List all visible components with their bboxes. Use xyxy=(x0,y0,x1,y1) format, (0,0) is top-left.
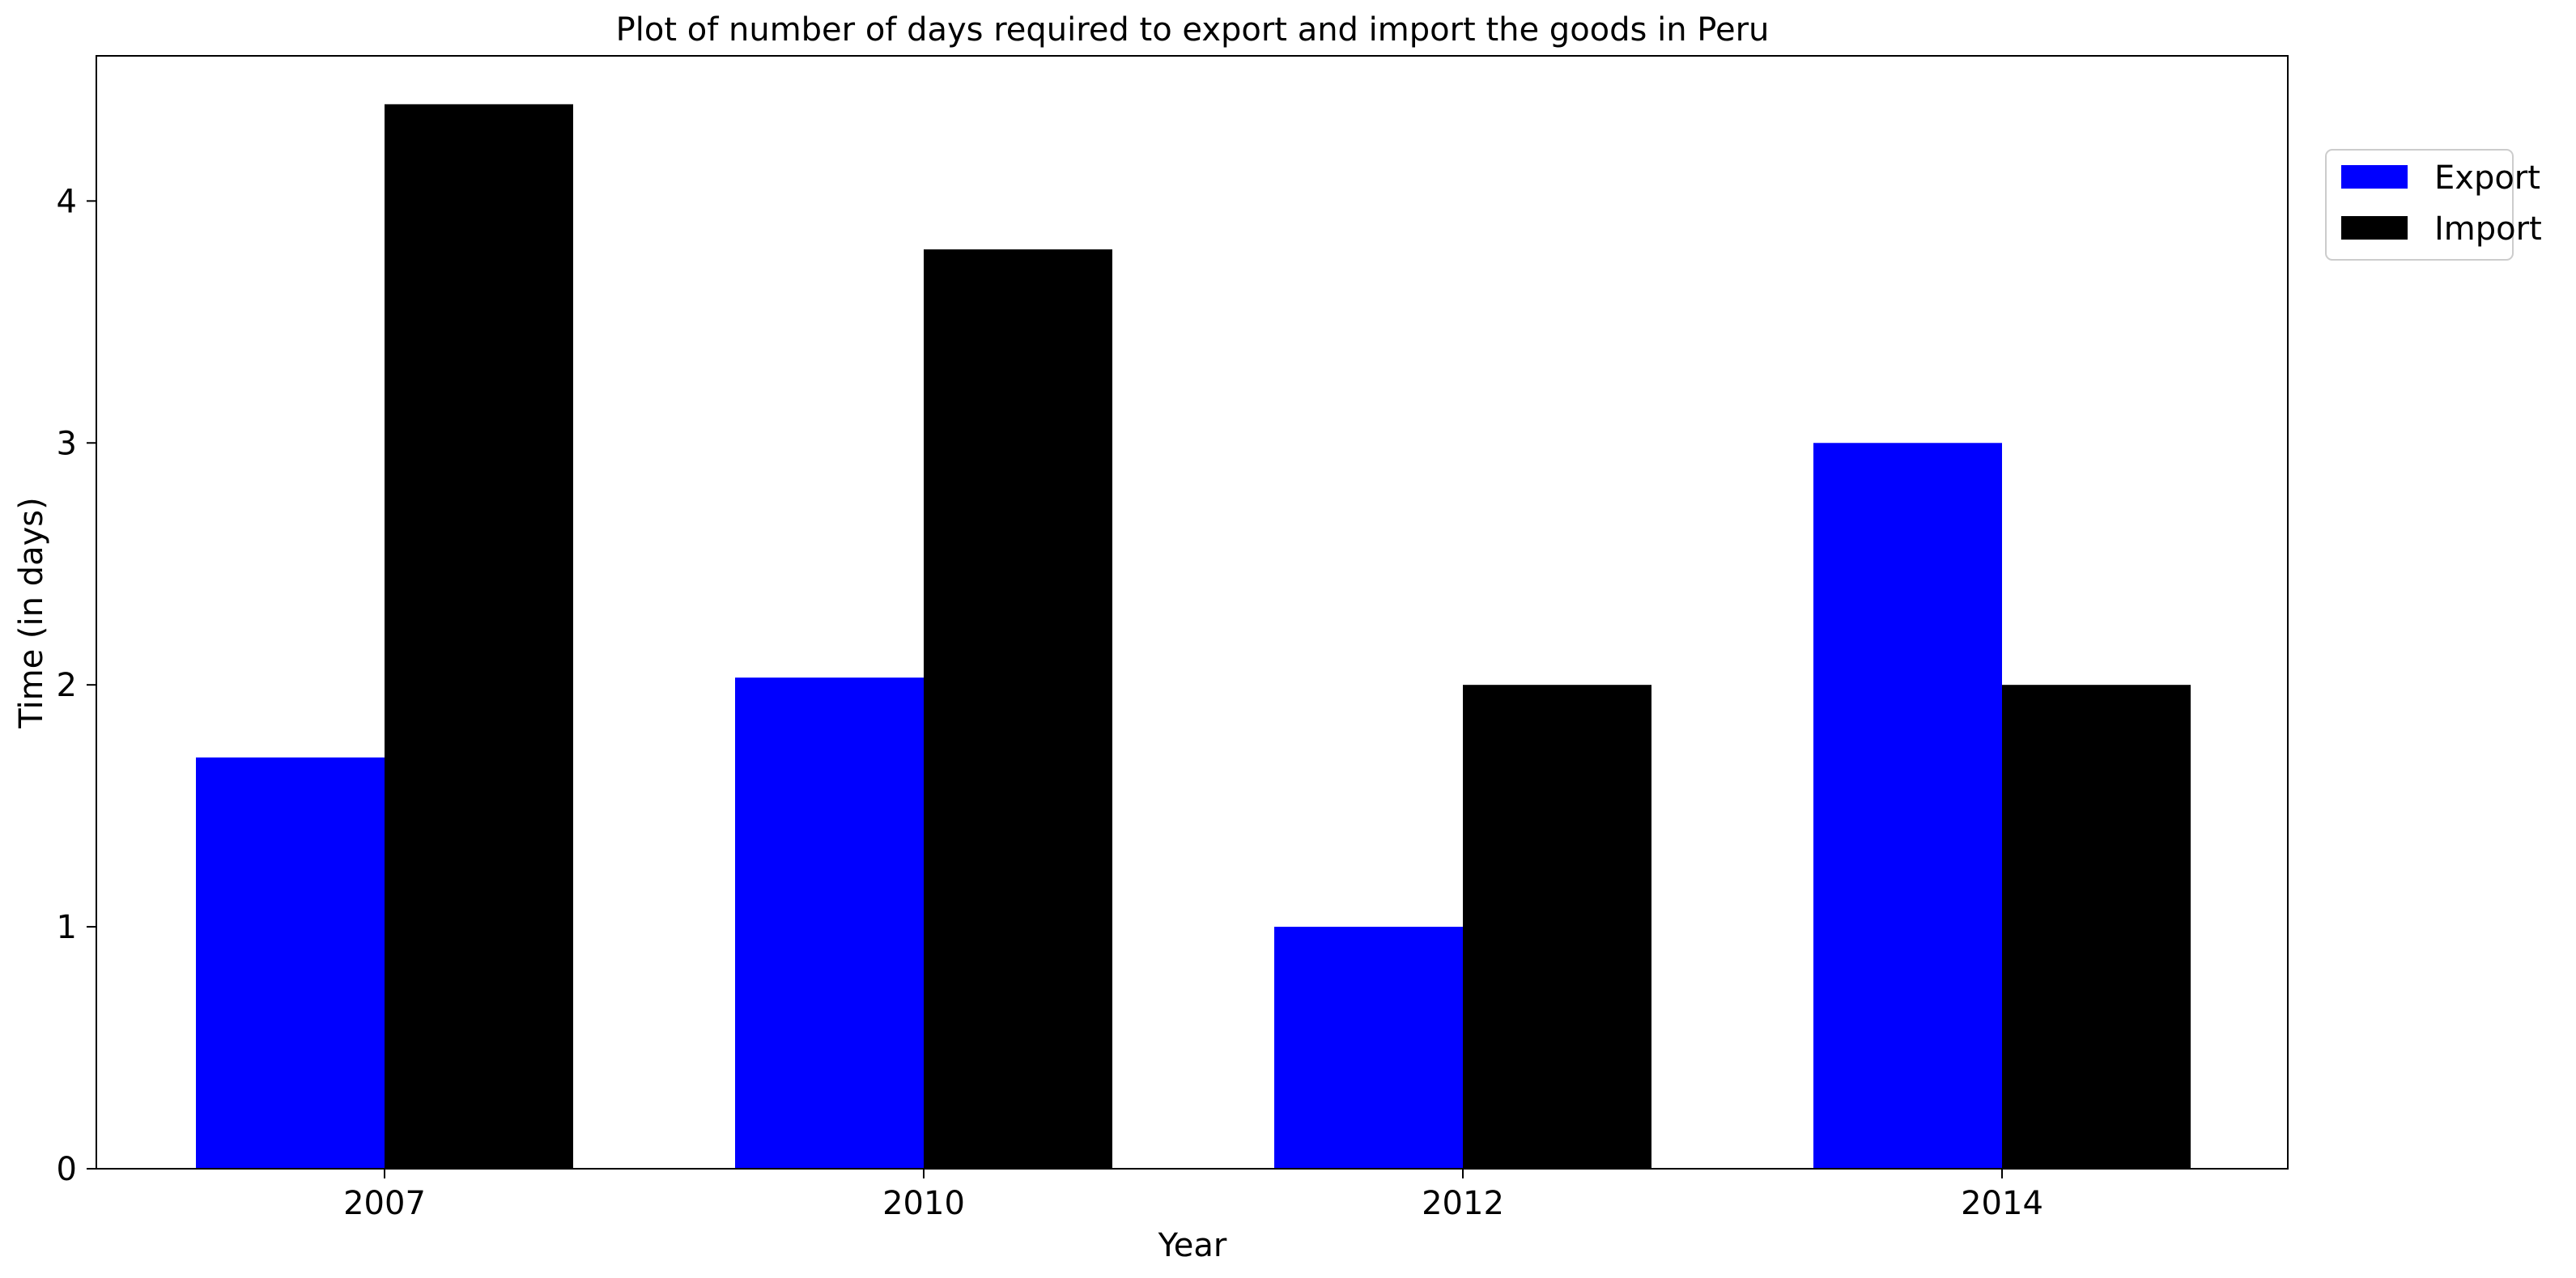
bar-import-2010 xyxy=(924,249,1112,1170)
x-axis-label: Year xyxy=(1158,1227,1227,1264)
x-axis: 2007 2010 2012 2014 xyxy=(343,1169,2043,1222)
bars-group xyxy=(196,104,2191,1170)
bar-import-2012 xyxy=(1463,685,1651,1169)
bar-import-2014 xyxy=(2002,685,2191,1169)
legend-swatch-import xyxy=(2341,216,2408,240)
y-tick-label: 2 xyxy=(57,667,77,704)
y-tick-label: 4 xyxy=(57,183,77,220)
y-tick-label: 0 xyxy=(57,1151,77,1188)
x-tick-label: 2012 xyxy=(1422,1185,1504,1222)
bar-export-2007 xyxy=(196,757,385,1169)
bar-import-2007 xyxy=(385,104,573,1170)
y-tick-label: 1 xyxy=(57,909,77,946)
legend-label-import: Import xyxy=(2434,210,2542,248)
y-tick-label: 3 xyxy=(57,425,77,462)
bar-export-2012 xyxy=(1274,927,1463,1169)
y-axis-label: Time (in days) xyxy=(13,497,50,728)
legend: Export Import xyxy=(2325,149,2542,261)
chart-title: Plot of number of days required to expor… xyxy=(616,11,1770,49)
y-axis: 0 1 2 3 4 xyxy=(57,183,96,1188)
x-tick-label: 2010 xyxy=(882,1185,965,1222)
x-tick-label: 2007 xyxy=(343,1185,426,1222)
legend-swatch-export xyxy=(2341,165,2408,189)
x-tick-label: 2014 xyxy=(1961,1185,2043,1222)
bar-export-2010 xyxy=(735,677,924,1169)
plot-frame xyxy=(96,55,2289,1170)
bar-export-2014 xyxy=(1813,443,2002,1169)
legend-label-export: Export xyxy=(2434,159,2540,197)
